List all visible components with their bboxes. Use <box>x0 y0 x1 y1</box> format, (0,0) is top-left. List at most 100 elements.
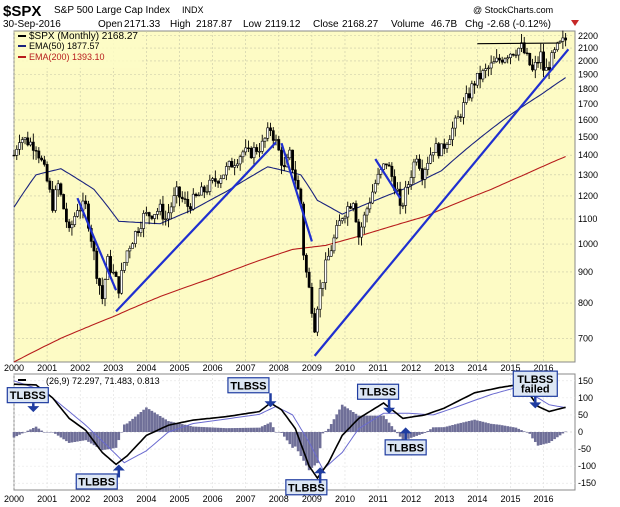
price-bar <box>167 204 170 228</box>
histogram-bar <box>45 432 49 433</box>
price-tick-label: 800 <box>578 298 593 308</box>
histogram-bar <box>401 432 405 441</box>
price-bar <box>390 162 394 182</box>
price-bar <box>547 61 551 80</box>
price-bar <box>142 210 146 238</box>
price-bar <box>489 55 493 76</box>
price-bar <box>227 160 231 171</box>
histogram-bar <box>114 432 118 448</box>
histogram-bar <box>54 432 57 434</box>
price-bar <box>442 138 446 155</box>
chg-label: Chg <box>465 19 483 30</box>
histogram-bar <box>156 414 159 432</box>
histogram-bar <box>51 432 54 433</box>
price-bar <box>189 203 192 214</box>
price-bar <box>307 267 311 289</box>
trendline <box>313 48 570 357</box>
price-bar <box>346 201 350 226</box>
histogram-bar <box>332 419 336 432</box>
price-bar <box>133 230 137 248</box>
price-bar <box>368 197 372 213</box>
macd-x-tick-label: 2011 <box>368 494 387 504</box>
price-bar <box>486 65 490 77</box>
price-bar <box>128 245 132 259</box>
macd-x-tick-label: 2007 <box>236 494 256 504</box>
price-bar <box>376 167 380 186</box>
price-bar <box>310 282 314 318</box>
price-bar <box>34 146 38 160</box>
price-bar <box>429 147 432 165</box>
histogram-bar <box>360 415 363 432</box>
histogram-bar <box>142 409 145 432</box>
exchange: INDX <box>182 5 204 15</box>
price-bar <box>553 47 556 59</box>
price-bar <box>564 33 568 47</box>
price-bar <box>296 175 300 190</box>
histogram-bar <box>205 427 209 432</box>
price-bar <box>412 158 416 184</box>
histogram-bar <box>517 428 521 432</box>
open-value: 2171.33 <box>124 19 161 30</box>
histogram-bar <box>266 423 270 432</box>
price-bar <box>18 134 21 155</box>
close-label: Close <box>313 19 339 30</box>
histogram-bar <box>43 432 46 433</box>
price-bar <box>236 158 239 169</box>
histogram-bar <box>354 413 358 432</box>
price-bar <box>65 202 68 228</box>
price-bar <box>241 149 245 163</box>
histogram-bar <box>20 432 24 434</box>
price-bar <box>202 185 206 199</box>
histogram-bar <box>520 430 523 432</box>
price-bar <box>362 211 366 234</box>
price-bar <box>498 54 501 64</box>
histogram-bar <box>448 425 452 432</box>
price-bar <box>247 140 250 153</box>
macd-x-tick-label: 2008 <box>269 494 289 504</box>
price-bar <box>51 180 55 213</box>
close-value: 2168.27 <box>342 19 379 30</box>
price-tick-label: 1800 <box>578 84 598 94</box>
histogram-bar <box>418 432 421 435</box>
histogram-bar <box>476 420 479 432</box>
price-bar <box>84 195 88 210</box>
histogram-bar <box>70 432 74 443</box>
histogram-bar <box>346 408 350 432</box>
histogram-bar <box>470 420 474 432</box>
volume-value: 46.7B <box>431 19 457 30</box>
annotation-tlbss-2011: TLBSS <box>360 387 396 399</box>
price-bar <box>172 187 176 212</box>
histogram-bar <box>98 432 101 449</box>
histogram-bar <box>236 427 239 432</box>
price-tick-label: 2000 <box>578 56 598 66</box>
price-bar <box>147 211 151 225</box>
macd-legend-swatch <box>18 379 26 381</box>
price-bar <box>125 250 129 266</box>
price-bar <box>407 181 410 195</box>
histogram-bar <box>368 415 372 432</box>
price-bar <box>522 36 526 55</box>
price-bar <box>484 63 488 79</box>
histogram-bar <box>550 432 554 442</box>
histogram-bar <box>153 412 156 432</box>
price-bar <box>357 219 361 245</box>
macd-line <box>13 383 566 480</box>
histogram-bar <box>528 432 532 434</box>
annotation-tlbbs-2012: TLBBS <box>387 442 424 454</box>
histogram-bar <box>203 427 206 432</box>
histogram-bar <box>227 428 231 432</box>
histogram-bar <box>18 432 21 435</box>
histogram-bar <box>564 431 567 433</box>
trendline <box>280 142 313 242</box>
price-x-tick-label: 2007 <box>236 363 256 373</box>
price-bar <box>109 249 112 279</box>
histogram-bar <box>310 432 314 468</box>
price-x-tick-label: 2004 <box>136 363 156 373</box>
price-bar <box>186 191 190 214</box>
histogram-bar <box>498 424 501 432</box>
histogram-bar <box>495 424 498 432</box>
histogram-bar <box>321 432 325 434</box>
histogram-bar <box>481 421 485 432</box>
histogram-bar <box>426 431 430 432</box>
